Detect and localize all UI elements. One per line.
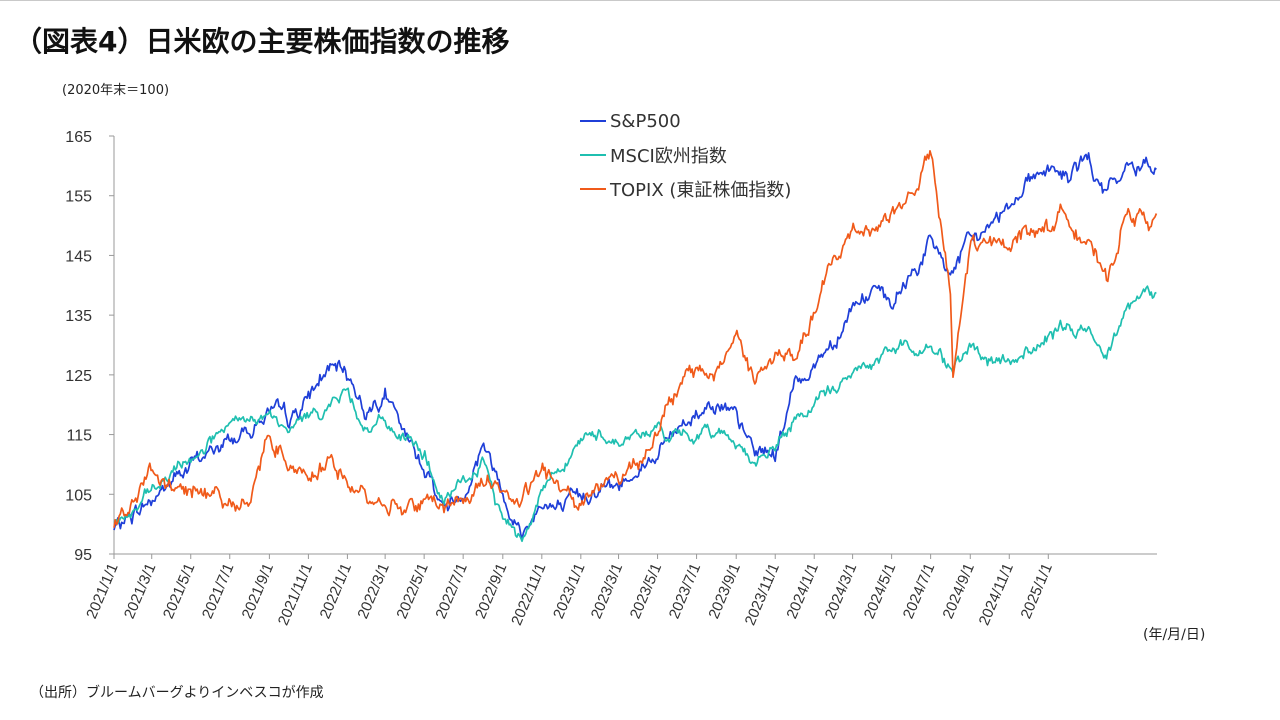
legend-label-topix: TOPIX (東証株価指数) [610, 180, 792, 201]
x-tick-label: 2022/5/1 [393, 561, 431, 621]
series-line-2 [113, 150, 1158, 528]
y-tick-label: 155 [65, 189, 92, 206]
x-tick-label: 2023/3/1 [588, 561, 626, 621]
x-tick-label: 2021/3/1 [121, 561, 159, 621]
y-tick-label: 115 [66, 428, 92, 445]
legend: S&P500 MSCI欧州指数 TOPIX (東証株価指数) [580, 104, 791, 206]
x-tick-label: 2021/11/1 [275, 561, 316, 628]
x-tick-label: 2024/1/1 [783, 561, 821, 621]
legend-swatch-topix [580, 188, 606, 190]
x-tick-label: 2024/3/1 [822, 561, 860, 621]
x-tick-label: 2021/5/1 [160, 561, 198, 621]
y-tick-label: 105 [65, 487, 92, 504]
source-note: （出所）ブルームバーグよりインベスコが作成 [30, 685, 324, 701]
x-tick-label: 2021/1/1 [83, 561, 121, 621]
top-rule [0, 0, 1280, 1]
legend-item-sp500: S&P500 [580, 104, 791, 138]
x-tick-label: 2022/11/1 [508, 561, 549, 628]
x-tick-label: 2023/5/1 [627, 561, 665, 621]
series-line-0 [113, 152, 1157, 541]
x-tick-label: 2023/7/1 [666, 561, 704, 621]
y-tick-label: 165 [65, 129, 92, 146]
legend-item-topix: TOPIX (東証株価指数) [580, 172, 791, 206]
x-tick-label: 2024/11/1 [976, 561, 1017, 628]
series-lines [113, 150, 1158, 543]
x-tick-label: 2024/7/1 [900, 561, 938, 621]
x-tick-label: 2022/9/1 [472, 561, 510, 621]
legend-label-sp500: S&P500 [610, 110, 681, 132]
y-unit-label: (2020年末＝100) [62, 83, 170, 98]
legend-swatch-msci [580, 154, 606, 156]
x-tick-label: 2025/1/1 [1018, 561, 1056, 621]
x-tick-label: 2023/1/1 [550, 561, 588, 621]
x-tick-label: 2021/9/1 [239, 561, 277, 621]
legend-swatch-sp500 [580, 120, 606, 122]
y-tick-label: 125 [65, 368, 92, 385]
x-tick-label: 2023/11/1 [742, 561, 783, 628]
series-line-1 [113, 285, 1157, 543]
x-tick-label: 2022/3/1 [354, 561, 392, 621]
x-tick-label: 2022/1/1 [317, 561, 355, 621]
legend-item-msci: MSCI欧州指数 [580, 138, 791, 172]
x-tick-label: 2021/7/1 [199, 561, 237, 621]
x-tick-label: 2024/9/1 [939, 561, 977, 621]
x-unit-label: (年/月/日) [1143, 627, 1206, 643]
y-tick-label: 145 [65, 248, 92, 265]
chart-title: （図表4）日米欧の主要株価指数の推移 [14, 25, 510, 58]
x-tick-label: 2022/7/1 [432, 561, 470, 621]
x-tick-label: 2023/9/1 [705, 561, 743, 621]
legend-label-msci: MSCI欧州指数 [610, 146, 727, 167]
x-tick-label: 2024/5/1 [861, 561, 899, 621]
y-tick-label: 95 [74, 547, 92, 564]
y-tick-label: 135 [65, 308, 92, 325]
